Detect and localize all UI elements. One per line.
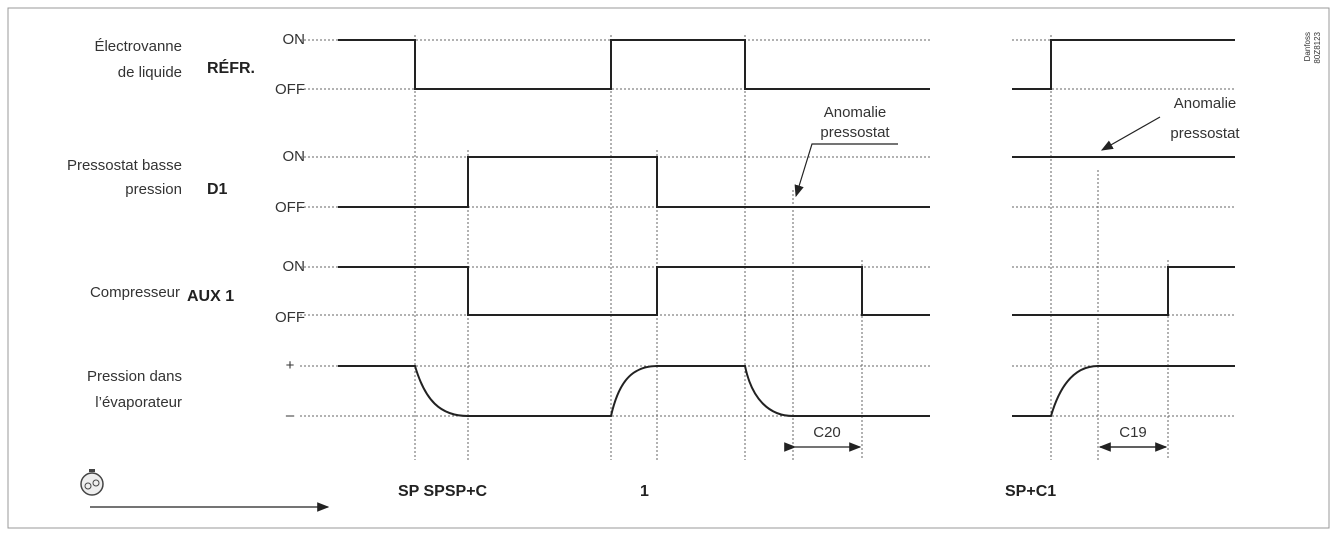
reference: Danfoss — [1303, 32, 1312, 61]
annotation: pressostat — [1170, 125, 1240, 142]
reference: 80Z8123 — [1313, 31, 1322, 63]
time-label: SP SPSP+C — [398, 483, 488, 500]
row-label: pression — [125, 181, 182, 198]
level: OFF — [275, 199, 305, 216]
interval: C19 — [1119, 424, 1147, 441]
signal: D1 — [207, 181, 228, 198]
signal: RÉFR. — [207, 58, 255, 77]
grid — [300, 35, 1235, 460]
annotations: Anomalie pressostat Anomalie pressostat … — [398, 31, 1322, 500]
time-label: SP+C1 — [1005, 483, 1056, 500]
row-label: Pression dans — [87, 368, 182, 385]
row-label: Électrovanne — [94, 38, 182, 55]
labels: Électrovanne de liquide RÉFR. ON OFF Pre… — [67, 31, 305, 424]
time-icon — [80, 469, 330, 512]
row-label: l’évaporateur — [95, 394, 182, 411]
annotation: pressostat — [820, 124, 890, 141]
waveforms — [338, 39, 1235, 417]
level: OFF — [275, 309, 305, 326]
row-label: de liquide — [118, 64, 182, 81]
interval: C20 — [813, 424, 841, 441]
annotation: Anomalie — [1174, 95, 1237, 112]
row-label: Pressostat basse — [67, 157, 182, 174]
level: + — [286, 357, 295, 374]
level: ON — [283, 148, 306, 165]
level: ON — [283, 31, 306, 48]
time-label: 1 — [640, 483, 649, 500]
level: ON — [283, 258, 306, 275]
level: – — [286, 407, 295, 424]
level: OFF — [275, 81, 305, 98]
signal: AUX 1 — [187, 288, 234, 305]
annotation: Anomalie — [824, 104, 887, 121]
frame — [7, 7, 1330, 529]
row-label: Compresseur — [90, 284, 180, 301]
